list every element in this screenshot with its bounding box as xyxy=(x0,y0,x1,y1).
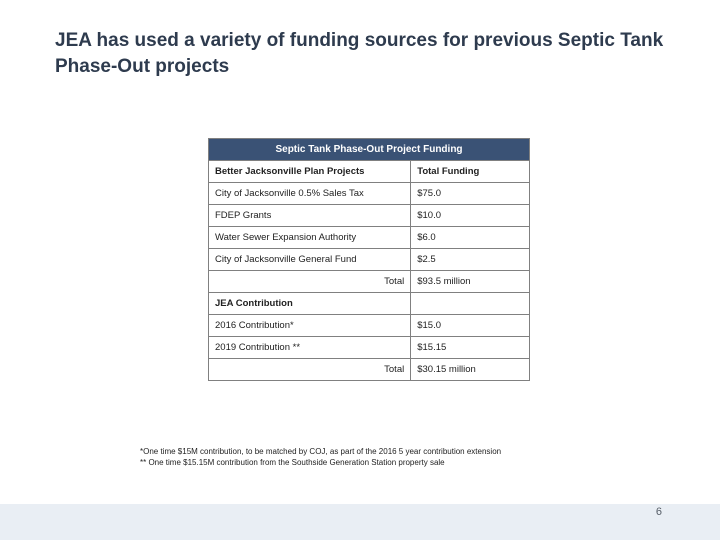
section1-total-value: $93.5 million xyxy=(411,271,530,293)
cell-label: City of Jacksonville 0.5% Sales Tax xyxy=(209,183,411,205)
funding-table: Septic Tank Phase-Out Project Funding Be… xyxy=(208,138,530,381)
section2-header: JEA Contribution xyxy=(209,293,411,315)
section2-total-value: $30.15 million xyxy=(411,359,530,381)
table-row: FDEP Grants $10.0 xyxy=(209,205,530,227)
slide-title: JEA has used a variety of funding source… xyxy=(55,28,665,79)
cell-value: $15.15 xyxy=(411,337,530,359)
table-banner-row: Septic Tank Phase-Out Project Funding xyxy=(209,139,530,161)
cell-label: FDEP Grants xyxy=(209,205,411,227)
cell-value: $2.5 xyxy=(411,249,530,271)
cell-value: $10.0 xyxy=(411,205,530,227)
section1-total-label: Total xyxy=(209,271,411,293)
footnote-line2: ** One time $15.15M contribution from th… xyxy=(140,458,665,469)
cell-label: Water Sewer Expansion Authority xyxy=(209,227,411,249)
cell-label: 2016 Contribution* xyxy=(209,315,411,337)
cell-value: $15.0 xyxy=(411,315,530,337)
footnote-line1: *One time $15M contribution, to be match… xyxy=(140,447,665,458)
section1-total-row: Total $93.5 million xyxy=(209,271,530,293)
table-row: Water Sewer Expansion Authority $6.0 xyxy=(209,227,530,249)
page-number: 6 xyxy=(656,506,662,518)
section2-header-row: JEA Contribution xyxy=(209,293,530,315)
table-row: 2016 Contribution* $15.0 xyxy=(209,315,530,337)
table-row: City of Jacksonville General Fund $2.5 xyxy=(209,249,530,271)
table-row: 2019 Contribution ** $15.15 xyxy=(209,337,530,359)
cell-value: $75.0 xyxy=(411,183,530,205)
section1-header-row: Better Jacksonville Plan Projects Total … xyxy=(209,161,530,183)
section1-col2: Total Funding xyxy=(411,161,530,183)
section2-header-empty xyxy=(411,293,530,315)
cell-label: 2019 Contribution ** xyxy=(209,337,411,359)
footnotes: *One time $15M contribution, to be match… xyxy=(140,447,665,469)
section2-total-row: Total $30.15 million xyxy=(209,359,530,381)
table-banner: Septic Tank Phase-Out Project Funding xyxy=(209,139,530,161)
table-row: City of Jacksonville 0.5% Sales Tax $75.… xyxy=(209,183,530,205)
section1-col1: Better Jacksonville Plan Projects xyxy=(209,161,411,183)
bottom-bar xyxy=(0,504,720,540)
section2-total-label: Total xyxy=(209,359,411,381)
cell-value: $6.0 xyxy=(411,227,530,249)
cell-label: City of Jacksonville General Fund xyxy=(209,249,411,271)
